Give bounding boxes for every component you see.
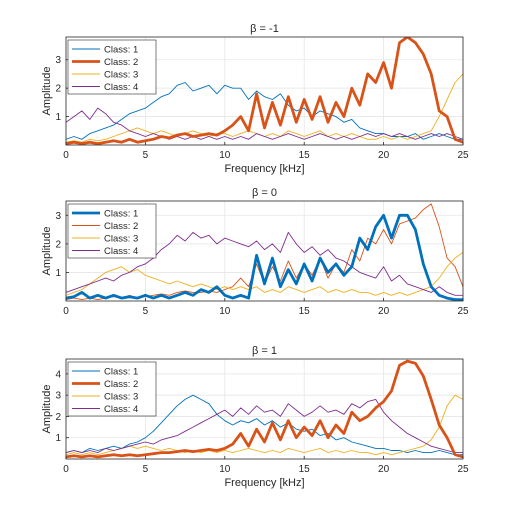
x-tick-label: 5 [143, 464, 149, 475]
x-tick-label: 0 [63, 306, 69, 317]
x-axis-label: Frequency [kHz] [224, 477, 304, 489]
x-tick-label: 10 [219, 464, 231, 475]
x-tick-label: 25 [457, 150, 469, 161]
y-axis-label: Amplitude [41, 67, 53, 116]
y-tick-label: 1 [55, 433, 61, 444]
series-line-class-2 [66, 359, 463, 459]
series-line-class-3 [66, 394, 463, 456]
legend-label-class-4: Class: 4 [104, 404, 138, 415]
x-tick-label: 10 [219, 306, 231, 317]
y-tick-label: 2 [55, 412, 61, 423]
legend-label-class-1: Class: 1 [104, 367, 138, 378]
x-tick-label: 5 [143, 150, 149, 161]
y-tick-label: 3 [55, 55, 61, 66]
series-group [66, 203, 463, 301]
y-tick-label: 2 [55, 84, 61, 95]
x-tick-label: 25 [457, 464, 469, 475]
y-axis-label: Amplitude [41, 227, 53, 276]
y-axis-label: Amplitude [41, 385, 53, 434]
legend-label-class-3: Class: 3 [104, 234, 138, 245]
y-tick-label: 2 [55, 239, 61, 250]
axes-frame [65, 200, 464, 302]
y-tick-label: 3 [55, 391, 61, 402]
legend-label-class-4: Class: 4 [104, 82, 138, 93]
x-tick-label: 15 [299, 150, 311, 161]
series-line-class-4 [66, 107, 463, 140]
axes-frame [65, 36, 464, 146]
legend-label-class-2: Class: 2 [104, 379, 138, 390]
series-line-class-4 [66, 231, 463, 296]
series-group [66, 37, 463, 145]
legend-label-class-1: Class: 1 [104, 45, 138, 56]
y-tick-label: 1 [55, 268, 61, 279]
chart-panel-3: 0 5 10 15 20 25 1 2 3 4 β = 1 Frequency [kHz] Amplit… [41, 345, 469, 489]
x-tick-label: 15 [299, 306, 311, 317]
legend-label-class-2: Class: 2 [104, 221, 138, 232]
chart-title: β = -1 [250, 23, 279, 35]
x-tick-label: 0 [63, 150, 69, 161]
x-tick-label: 15 [299, 464, 311, 475]
series-line-class-1 [66, 82, 463, 140]
series-line-class-2 [66, 37, 463, 145]
chart-title: β = 0 [252, 187, 277, 199]
axes-frame [65, 358, 464, 460]
legend-label-class-2: Class: 2 [104, 57, 138, 68]
y-tick-label: 4 [55, 369, 61, 380]
chart-title: β = 1 [252, 345, 277, 357]
x-tick-label: 20 [378, 306, 390, 317]
legend-label-class-3: Class: 3 [104, 392, 138, 403]
series-line-class-4 [66, 398, 463, 454]
x-tick-label: 5 [143, 306, 149, 317]
series-line-class-1 [66, 213, 463, 301]
x-tick-label: 0 [63, 464, 69, 475]
series-group [66, 359, 463, 459]
series-line-class-3 [66, 251, 463, 296]
legend-label-class-3: Class: 3 [104, 70, 138, 81]
y-tick-label: 1 [55, 112, 61, 123]
x-tick-label: 20 [378, 150, 390, 161]
x-tick-label: 10 [219, 150, 231, 161]
x-tick-label: 20 [378, 464, 390, 475]
series-line-class-1 [66, 394, 463, 456]
legend-label-class-4: Class: 4 [104, 246, 138, 257]
chart-panel-1: 0 5 10 15 20 25 1 2 3 β = -1 Frequency [kHz] Amplit… [41, 23, 469, 175]
y-tick-label: 3 [55, 211, 61, 222]
x-axis-label: Frequency [kHz] [224, 163, 304, 175]
legend-label-class-1: Class: 1 [104, 209, 138, 220]
x-tick-label: 25 [457, 306, 469, 317]
